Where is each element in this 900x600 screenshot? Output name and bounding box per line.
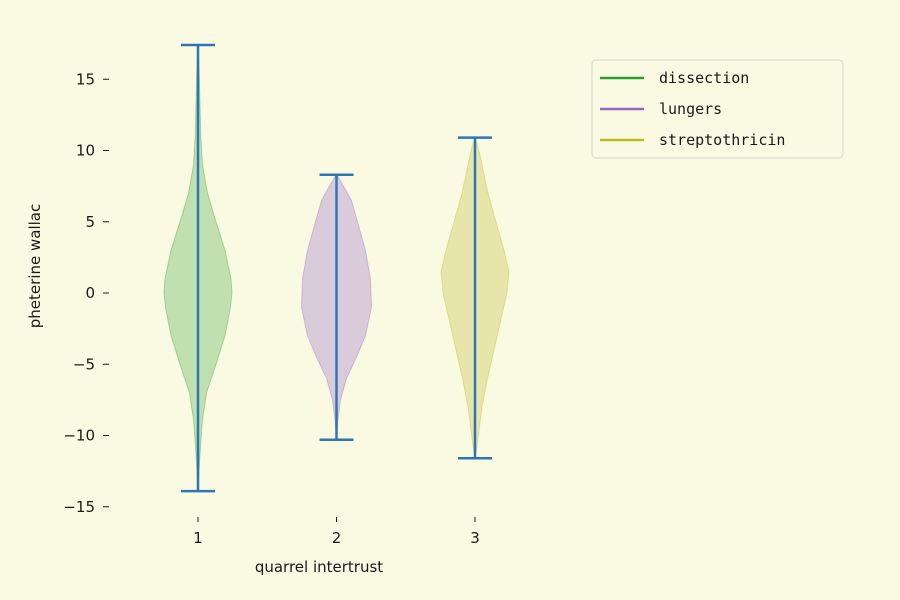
x-tick-label: 1 [193,529,203,547]
y-tick-label: −5 [73,355,95,373]
plot-area [163,43,510,493]
y-tick-label: 10 [76,142,95,160]
legend: dissection lungers streptothricin [591,59,844,159]
legend-label-dissection: dissection [659,69,749,87]
y-axis: −15 −10 −5 0 5 10 15 [63,70,109,516]
legend-frame [591,59,844,159]
x-axis-label: quarrel intertrust [255,558,383,576]
y-tick-label: 5 [85,213,95,231]
x-axis: 1 2 3 [193,517,480,547]
x-tick-label: 2 [332,529,342,547]
y-tick-label: −10 [63,427,95,445]
y-tick-label: 0 [85,284,95,302]
y-tick-label: 15 [76,70,95,88]
y-tick-label: −15 [63,498,95,516]
x-tick-label: 3 [470,529,480,547]
legend-label-streptothricin: streptothricin [659,131,785,149]
y-axis-label: pheterine wallac [26,204,44,328]
legend-label-lungers: lungers [659,100,722,118]
